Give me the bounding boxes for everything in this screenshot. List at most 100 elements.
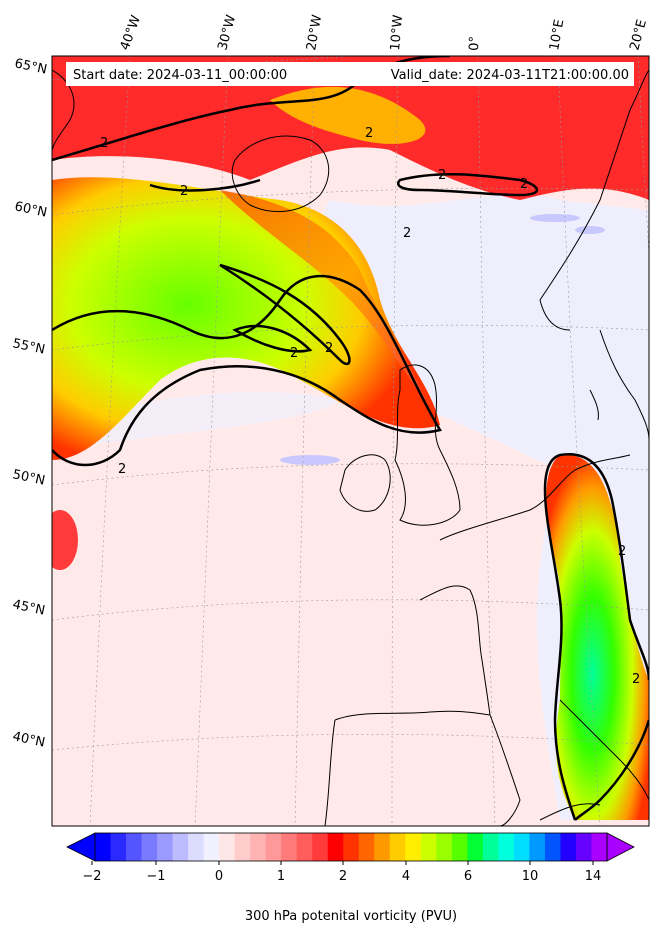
colorbar-tick-label: 1 [277,869,285,884]
lon-label: 0° [467,36,483,51]
pv2-contour-inner [232,324,313,353]
lon-label: 40°W [118,13,144,52]
lon-label: 10°W [388,14,406,51]
colorbar: −2 −1 0 1 2 4 6 10 14 [66,832,635,884]
france-coast [419,585,491,716]
lon-label: 10°E [547,18,567,51]
greenland-coast [52,69,75,151]
pv2-contour-north-2 [149,178,261,192]
map-frame [51,55,650,827]
iceland-coast [231,135,330,213]
colorbar-swatch [327,833,344,861]
colorbar-swatch [482,833,499,861]
colorbar-tick-label: 14 [585,869,602,884]
colorbar-swatch [110,833,127,861]
contour-label: 2 [618,544,626,559]
lat-label: 55°N [11,336,46,357]
colorbar-swatch [296,833,313,861]
norway-coast [539,69,649,301]
pv2-contour-ridge [52,274,442,467]
start-date-label: Start date: 2024-03-11_00:00:00 [73,68,287,83]
header-box [66,62,634,86]
lat-label: 65°N [13,56,48,77]
colorbar-tick-label: 2 [339,869,347,884]
contour-label: 2 [100,136,108,151]
map-panel: 2 2 2 2 2 2 2 2 2 2 2 Start date: 2024-0… [52,56,649,826]
ireland-coast [339,454,391,512]
italy-coast [559,699,649,801]
colorbar-tick-label: 6 [464,869,472,884]
pv2-contour-streak [219,263,351,366]
contour-label: 2 [180,184,188,199]
colorbar-swatch [374,833,391,861]
denmark-coast [589,389,599,421]
colorbar-swatch [358,833,375,861]
colorbar-swatch [312,833,329,861]
lat-label: 40°N [11,729,46,750]
colorbar-swatch [250,833,267,861]
high-pv-west-blob [52,510,78,570]
colorbar-min-arrow [66,832,96,862]
contour-label: 2 [365,126,373,141]
contour-label: 2 [520,177,528,192]
iberia-coast [334,710,521,826]
colorbar-swatch [529,833,546,861]
colorbar-tick-label: −2 [82,869,101,884]
colorbar-swatch [95,833,112,861]
lon-label: 30°W [215,13,239,52]
colorbar-swatch [141,833,158,861]
colorbar-max-arrow [606,832,635,862]
graticule [52,56,649,826]
colorbar-swatch [591,833,608,861]
colorbar-swatch [544,833,561,861]
colorbar-tick-label: −1 [146,869,165,884]
contour-label: 2 [632,672,640,687]
colorbar-swatch [172,833,189,861]
colorbar-frame [94,832,608,862]
colorbar-swatch [157,833,174,861]
contour-labels: 2 2 2 2 2 2 2 2 2 2 2 [100,126,640,687]
high-pv-band-streak [220,190,430,410]
colorbar-swatch [420,833,437,861]
colorbar-swatch [513,833,530,861]
contour-label: 2 [325,341,333,356]
colorbar-tick-label: 4 [402,869,410,884]
lon-label: 20°E [627,18,650,52]
colorbar-swatch [467,833,484,861]
colorbar-swatch [126,833,143,861]
colorbar-swatch [436,833,453,861]
lat-label: 50°N [11,467,46,488]
valid-date-label: Valid_date: 2024-03-11T21:00:00.00 [391,68,629,83]
colorbar-swatch [498,833,515,861]
continent-coast [439,454,631,541]
colorbar-swatch [219,833,236,861]
colorbar-swatch [451,833,468,861]
colorbar-swatch [281,833,298,861]
colorbar-swatch [203,833,220,861]
lat-label: 45°N [11,597,46,618]
colorbar-swatch [265,833,282,861]
sweden-coast [599,329,649,441]
longitude-labels: 40°W 30°W 20°W 10°W 0° 10°E 20°E [118,13,650,52]
high-pv-east-trough [546,454,649,820]
colorbar-swatch [575,833,592,861]
pv2-contour-east-loop [396,172,539,197]
colorbar-label: 300 hPa potenital vorticity (PVU) [245,909,457,924]
colorbar-swatch [389,833,406,861]
colorbar-tick-label: 10 [522,869,539,884]
latitude-labels: 65°N 60°N 55°N 50°N 45°N 40°N [11,56,48,750]
colorbar-swatch [560,833,577,861]
iberia-west-coast [324,719,336,826]
colorbar-tick-label: 0 [215,869,223,884]
colorbar-swatch [234,833,251,861]
lon-label: 20°W [304,14,325,52]
contour-label: 2 [290,346,298,361]
colorbar-swatch [188,833,205,861]
colorbar-swatch [343,833,360,861]
contour-label: 2 [118,462,126,477]
colorbar-swatch [405,833,422,861]
contour-label: 2 [403,226,411,241]
lat-label: 60°N [13,199,48,220]
contour-label: 2 [438,168,446,183]
